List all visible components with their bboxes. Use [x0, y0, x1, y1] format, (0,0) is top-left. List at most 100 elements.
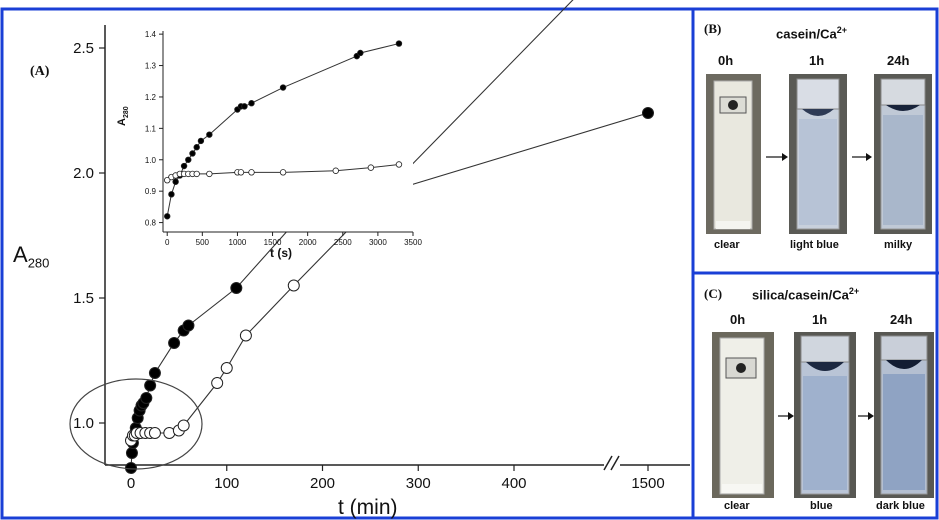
inset-point-filled-4 — [180, 162, 188, 170]
main-y-axis-title-sub: 280 — [27, 255, 50, 271]
inset-xtick-label-3: 1500 — [264, 238, 282, 247]
main-point-open-13 — [239, 329, 252, 342]
panel-b-label: (B) — [704, 21, 722, 36]
inset-ytick-label-5: 1.3 — [145, 62, 157, 71]
inset-y-axis-title-sub: 280 — [123, 106, 131, 119]
main-point-filled-10 — [144, 379, 157, 392]
inset-y-axis-title-main: A — [116, 118, 128, 126]
inset-point-open-14 — [367, 164, 375, 171]
panel-c-time-24h: 24h — [890, 312, 913, 327]
main-y-axis-title: A280 — [13, 242, 49, 270]
axis-break — [603, 455, 620, 472]
main-xtick-label-1: 100 — [214, 475, 239, 492]
main-point-filled-15 — [230, 282, 243, 294]
inset-point-filled-13 — [248, 100, 255, 107]
inset-point-filled-17 — [395, 40, 403, 47]
main-x-axis-title: t (min) — [338, 496, 398, 519]
arrow-c-1-head — [788, 412, 794, 420]
inset-point-filled-7 — [193, 144, 200, 151]
main-ytick-label-0: 1.0 — [73, 415, 94, 432]
arrow-c-2-head — [868, 412, 874, 420]
inset-ytick-label-3: 1.1 — [145, 124, 157, 133]
inset-point-open-8 — [206, 170, 213, 178]
panel-a-label: (A) — [30, 64, 50, 79]
main-ytick-label-3: 2.5 — [73, 40, 94, 57]
main-point-open-12 — [220, 362, 233, 374]
inset-point-open-7 — [193, 170, 200, 178]
cuvette-b-24h — [874, 74, 932, 234]
cuvette-c-24h — [874, 332, 934, 498]
panel-c-caption-darkblue: dark blue — [876, 500, 925, 512]
panel-c-title: silica/casein/Ca2+ — [752, 286, 859, 302]
main-y-axis-title-main: A — [13, 242, 28, 267]
main-xtick-label-3: 300 — [406, 475, 431, 492]
inset-ytick-label-6: 1.4 — [145, 30, 157, 39]
inset-xtick-label-0: 0 — [165, 238, 170, 247]
inset-xtick-label-2: 1000 — [229, 238, 247, 247]
cuvette-b-0h — [706, 74, 761, 234]
panel-b: (B) casein/Ca2+ 0h 1h 24h — [694, 11, 937, 269]
cuvette-b-1h — [789, 74, 847, 234]
panel-b-time-0h: 0h — [718, 53, 734, 68]
panel-c-photos — [712, 332, 934, 498]
inset-ytick-label-0: 0.8 — [145, 219, 157, 228]
panel-c-time-0h: 0h — [730, 312, 746, 327]
inset-point-filled-0 — [164, 213, 171, 220]
main-point-filled-14 — [182, 319, 195, 332]
main-point-open-11 — [211, 377, 224, 389]
inset-point-filled-1 — [168, 191, 175, 198]
main-xtick-label-2: 200 — [310, 475, 335, 492]
inset-point-filled-5 — [185, 156, 192, 163]
inset-xtick-label-7: 3500 — [404, 238, 422, 247]
inset-y-axis-title: A280 — [116, 106, 130, 126]
inset-point-open-13 — [332, 167, 339, 174]
panel-c-title-sup: 2+ — [848, 286, 860, 296]
inset-xtick-label-4: 2000 — [299, 238, 317, 247]
cuvette-c-0h — [712, 332, 774, 498]
main-xtick-label-0: 0 — [127, 475, 135, 492]
main-point-filled-11 — [148, 367, 161, 379]
main-point-filled-1 — [125, 447, 138, 459]
main-ytick-label-2: 2.0 — [73, 165, 94, 182]
main-point-open-14 — [287, 279, 300, 292]
inset-ytick-label-2: 1.0 — [145, 156, 157, 165]
highlight-ellipse — [69, 378, 203, 470]
panel-c-label: (C) — [704, 286, 723, 301]
inset-ytick-label-4: 1.2 — [145, 93, 157, 102]
main-point-filled-18 — [642, 107, 654, 119]
panel-b-caption-lightblue: light blue — [790, 239, 839, 251]
inset-point-filled-9 — [206, 131, 213, 138]
outer-border — [0, 7, 939, 520]
panel-b-photos — [706, 74, 932, 234]
main-point-filled-9 — [140, 392, 153, 404]
panel-b-time-1h: 1h — [809, 53, 825, 68]
inset-ytick-label-1: 0.9 — [145, 187, 157, 196]
inset-point-filled-2 — [172, 178, 179, 185]
panel-b-title-text: casein/Ca — [776, 26, 837, 42]
panel-separator — [694, 271, 939, 275]
main-point-filled-0 — [125, 462, 137, 474]
inset-point-filled-14 — [279, 84, 287, 91]
main-ytick-label-1: 1.5 — [73, 290, 94, 307]
inset-point-filled-12 — [241, 103, 248, 110]
main-point-open-7 — [148, 427, 161, 439]
panel-c-title-text: silica/casein/Ca — [752, 287, 849, 303]
inset-chart: 0.8 0.9 1.0 1.1 1.2 1.3 1.4 0 500 1000 1500 2000 25… — [145, 30, 423, 247]
panel-b-time-24h: 24h — [887, 53, 910, 68]
inset-point-open-12 — [279, 169, 287, 176]
inset-x-axis-title: t (s) — [270, 246, 292, 260]
inset-xtick-label-1: 500 — [196, 238, 210, 247]
main-xtick-label-4: 400 — [501, 475, 526, 492]
arrow-b-1-head — [782, 153, 788, 161]
panel-c-caption-clear: clear — [724, 500, 750, 512]
inset-point-filled-8 — [197, 137, 205, 145]
panel-c: (C) silica/casein/Ca2+ 0h 1h 24h — [694, 276, 937, 518]
inset-point-open-11 — [248, 169, 255, 176]
inset-xtick-label-6: 3000 — [369, 238, 387, 247]
inset-point-open-10 — [237, 169, 245, 176]
main-point-filled-12 — [168, 337, 181, 349]
main-point-open-10 — [177, 419, 190, 432]
panel-b-title: casein/Ca2+ — [776, 25, 847, 41]
